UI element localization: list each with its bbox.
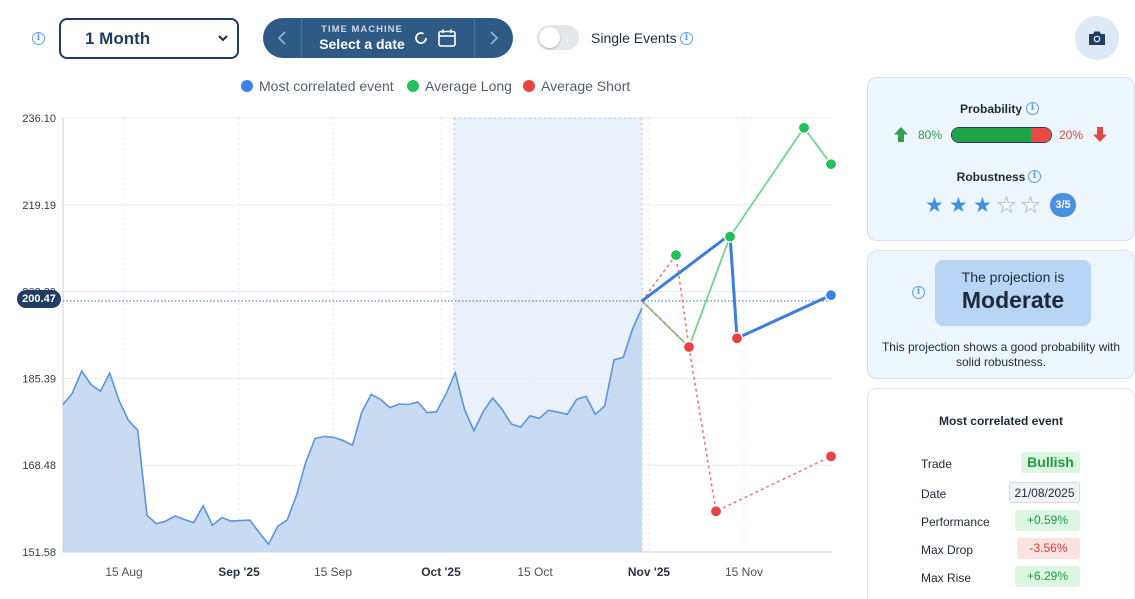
star-icon: ★ bbox=[973, 194, 992, 217]
single-events-toggle[interactable] bbox=[537, 25, 579, 50]
average-long-point[interactable] bbox=[669, 249, 683, 262]
projection-info-icon[interactable]: i bbox=[912, 286, 925, 299]
time-machine-prev-button[interactable] bbox=[263, 18, 301, 58]
projection-prefix: The projection is bbox=[961, 269, 1065, 285]
legend-dot bbox=[241, 80, 253, 92]
time-machine-control: TIME MACHINE Select a date bbox=[263, 18, 513, 58]
screenshot-button[interactable] bbox=[1075, 16, 1119, 60]
legend-most-correlated[interactable]: Most correlated event bbox=[241, 78, 394, 94]
average-long-point[interactable] bbox=[723, 230, 737, 243]
y-tick-label: 151.58 bbox=[22, 547, 56, 559]
probability-bar-short bbox=[1031, 128, 1051, 142]
event-row-value: Bullish bbox=[1021, 452, 1080, 473]
legend-dot bbox=[407, 80, 419, 92]
most-correlated-event-panel bbox=[867, 388, 1135, 599]
event-row-label: Max Drop bbox=[921, 543, 974, 557]
reload-icon bbox=[414, 32, 427, 44]
legend-label: Average Short bbox=[541, 78, 631, 94]
event-row-label: Trade bbox=[921, 457, 952, 471]
x-tick-label: Nov '25 bbox=[628, 565, 671, 579]
x-tick-label: 15 Nov bbox=[725, 565, 763, 579]
legend-average-short[interactable]: Average Short bbox=[523, 78, 630, 94]
robustness-info-icon[interactable]: i bbox=[1028, 170, 1041, 183]
y-tick-label: 219.19 bbox=[22, 200, 56, 212]
single-events-label: Single Events bbox=[591, 30, 677, 46]
time-machine-label: TIME MACHINE bbox=[321, 24, 403, 35]
legend-label: Average Long bbox=[425, 78, 512, 94]
projection-box: The projection is Moderate bbox=[935, 260, 1091, 326]
most-correlated-point[interactable] bbox=[824, 289, 838, 302]
projection-description: This projection shows a good probability… bbox=[881, 340, 1121, 369]
star-icon: ★ bbox=[925, 194, 944, 217]
camera-icon bbox=[1089, 31, 1105, 45]
chevron-down-icon bbox=[218, 35, 228, 42]
event-row-value: +6.29% bbox=[1015, 566, 1080, 587]
event-row-value: -3.56% bbox=[1017, 538, 1080, 559]
probability-long-pct: 80% bbox=[918, 128, 943, 142]
chevron-left-icon bbox=[277, 31, 286, 45]
x-tick-label: 15 Oct bbox=[517, 565, 553, 579]
probability-bar-long bbox=[952, 128, 1032, 142]
event-row-value: +0.59% bbox=[1015, 510, 1080, 531]
legend-dot bbox=[523, 80, 535, 92]
probability-bar bbox=[951, 127, 1052, 143]
average-short-point[interactable] bbox=[730, 332, 744, 345]
arrow-down-icon bbox=[1093, 127, 1107, 142]
most-correlated-line bbox=[641, 231, 832, 341]
probability-short-pct: 20% bbox=[1059, 128, 1084, 142]
star-icon: ★ bbox=[949, 194, 968, 217]
probability-title: Probability bbox=[959, 102, 1022, 116]
event-row-label: Performance bbox=[921, 515, 990, 529]
period-select-value: 1 Month bbox=[85, 28, 151, 48]
time-machine-date-picker[interactable]: TIME MACHINE Select a date bbox=[302, 24, 474, 52]
price-line bbox=[62, 307, 643, 546]
y-tick-label: 185.39 bbox=[22, 373, 56, 385]
probability-panel bbox=[867, 77, 1135, 241]
period-select[interactable]: 1 Month bbox=[59, 18, 239, 59]
average-short-point[interactable] bbox=[682, 340, 696, 354]
price-area bbox=[63, 308, 642, 552]
star-icon: ★ bbox=[997, 194, 1017, 217]
legend-label: Most correlated event bbox=[259, 78, 394, 94]
average-long-point[interactable] bbox=[797, 121, 811, 134]
average-long-point[interactable] bbox=[824, 158, 838, 171]
average-short-point[interactable] bbox=[709, 505, 723, 518]
time-machine-next-button[interactable] bbox=[475, 18, 513, 58]
y-tick-label: 168.48 bbox=[22, 460, 56, 472]
projection-level: Moderate bbox=[961, 287, 1065, 313]
robustness-badge: 3/5 bbox=[1050, 193, 1076, 217]
x-tick-label: 15 Sep bbox=[314, 565, 352, 579]
star-icon: ★ bbox=[1021, 194, 1041, 217]
y-tick-label: 236.10 bbox=[22, 113, 56, 125]
single-events-info-icon[interactable]: i bbox=[680, 32, 693, 45]
robustness-title: Robustness bbox=[956, 170, 1026, 184]
event-row-label: Max Rise bbox=[921, 571, 972, 585]
probability-info-icon[interactable]: i bbox=[1026, 102, 1039, 115]
x-tick-label: 15 Aug bbox=[105, 565, 142, 579]
current-price-badge: 200.47 bbox=[17, 290, 61, 308]
average-short-line bbox=[641, 300, 832, 513]
arrow-up-icon bbox=[894, 127, 908, 142]
x-tick-label: Oct '25 bbox=[421, 565, 461, 579]
x-tick-label: Sep '25 bbox=[218, 565, 260, 579]
chevron-right-icon bbox=[490, 31, 499, 45]
event-row-label: Date bbox=[921, 487, 947, 501]
event-title: Most correlated event bbox=[938, 414, 1064, 428]
period-info-icon[interactable]: i bbox=[32, 32, 45, 45]
legend-average-long[interactable]: Average Long bbox=[407, 78, 512, 94]
calendar-icon bbox=[437, 29, 456, 47]
event-row-value: 21/08/2025 bbox=[1009, 482, 1080, 503]
time-machine-value: Select a date bbox=[319, 36, 405, 52]
average-short-point[interactable] bbox=[824, 450, 838, 463]
average-short-early-line bbox=[641, 253, 690, 348]
